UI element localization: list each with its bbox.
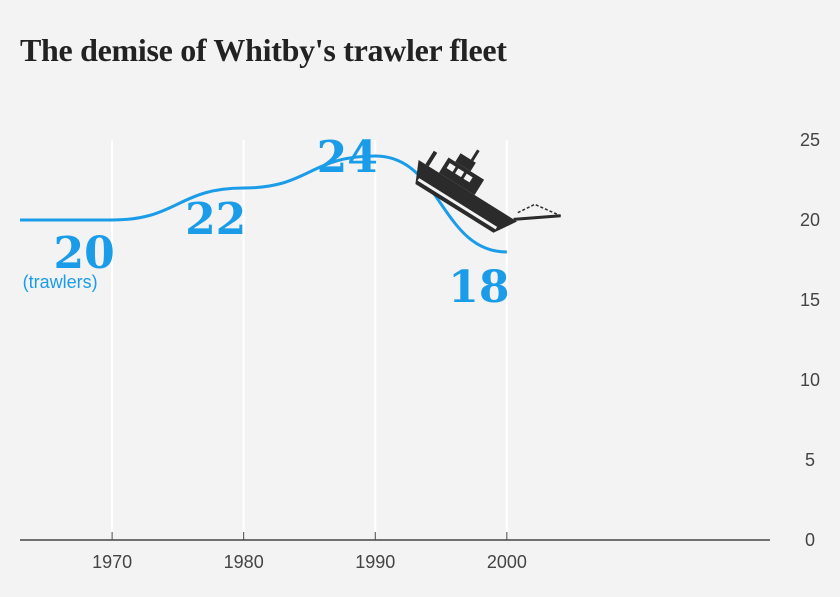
y-tick-label: 0 (805, 530, 815, 550)
data-labels: 20 22 24 18 (trawlers) (23, 132, 510, 313)
data-label: 22 (185, 194, 246, 245)
y-tick-label: 25 (800, 130, 820, 150)
x-tick-label: 1980 (224, 552, 264, 572)
data-label: 20 (53, 228, 114, 279)
grid (111, 140, 508, 540)
unit-label: (trawlers) (23, 272, 98, 292)
y-tick-label: 10 (800, 370, 820, 390)
data-label: 24 (317, 132, 378, 183)
x-tick-label: 2000 (487, 552, 527, 572)
chart-title: The demise of Whitby's trawler fleet (20, 32, 507, 68)
sinking-trawler-icon (415, 149, 561, 233)
y-tick-label: 15 (800, 290, 820, 310)
x-tick-label: 1990 (355, 552, 395, 572)
y-tick-label: 20 (800, 210, 820, 230)
axes: 1970 1980 1990 2000 0 5 10 15 20 25 (20, 130, 820, 572)
x-tick-label: 1970 (92, 552, 132, 572)
data-label: 18 (448, 262, 509, 313)
y-tick-label: 5 (805, 450, 815, 470)
